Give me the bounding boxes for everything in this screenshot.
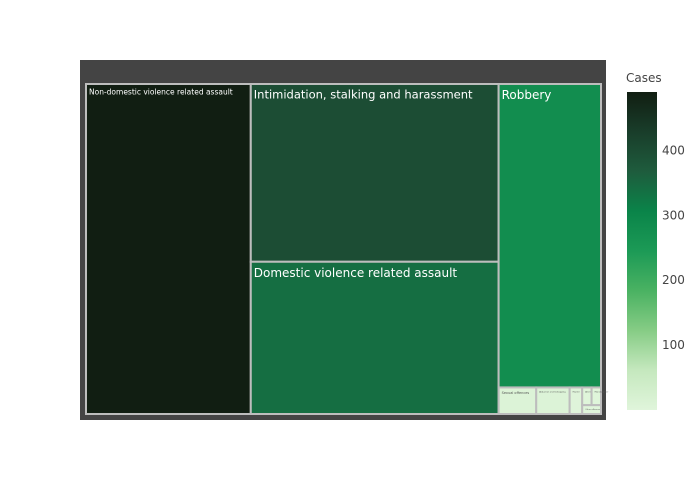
treemap-tile-label: Sexual offences: [502, 391, 530, 395]
treemap-tile-label: Abduction and kidnapping: [539, 390, 566, 393]
colorbar: Cases 100 200 300 400: [626, 71, 685, 410]
treemap-cell[interactable]: [581, 386, 593, 407]
colorbar-tick-label: 400: [662, 143, 685, 157]
treemap-tile-label: Intimidation, stalking and harassment: [254, 88, 473, 102]
colorbar-tick-label: 100: [662, 338, 685, 352]
treemap-tile-abduction-and-kidnapping[interactable]: Abduction and kidnapping: [535, 386, 571, 415]
treemap-tile-other-offences[interactable]: Other offences: [581, 404, 603, 415]
treemap-cell[interactable]: [497, 386, 538, 415]
treemap-tile-domestic-violence-related-assault[interactable]: Domestic violence related assault: [249, 260, 500, 415]
treemap-tile-non-domestic-violence-related-assault[interactable]: Non-domestic violence related assault: [85, 83, 252, 415]
treemap-cell[interactable]: [249, 83, 500, 263]
treemap-tile-label: Non-domestic violence related assault: [89, 88, 233, 97]
treemap-tile-label: Robbery: [502, 88, 552, 102]
treemap-cell[interactable]: [497, 83, 602, 389]
treemap-tile-sexual-offences[interactable]: Sexual offences: [497, 386, 538, 415]
treemap-tile-label: Domestic violence related assault: [254, 266, 458, 280]
treemap-cell[interactable]: [249, 260, 500, 415]
colorbar-ramp: [627, 92, 657, 410]
treemap-tile-robbery[interactable]: Robbery: [497, 83, 602, 389]
treemap-cell[interactable]: [581, 404, 603, 415]
treemap-tile-label: Other offences: [585, 408, 600, 411]
treemap-cell[interactable]: [590, 386, 602, 407]
colorbar-tick-label: 300: [662, 208, 685, 222]
treemap-tile-intimidation-stalking-and-harassment[interactable]: Intimidation, stalking and harassment: [249, 83, 500, 263]
treemap-tiles: Non-domestic violence related assault Int…: [85, 83, 609, 415]
colorbar-tick-label: 200: [662, 273, 685, 287]
treemap-tile-label: Manslaughter: [595, 390, 609, 393]
treemap-tile-murder[interactable]: Murder: [568, 386, 584, 415]
colorbar-ticks: 100 200 300 400: [662, 143, 685, 352]
treemap-tile-label: Murder: [573, 390, 580, 393]
colorbar-title: Cases: [626, 71, 662, 85]
treemap-cell[interactable]: [85, 83, 252, 415]
